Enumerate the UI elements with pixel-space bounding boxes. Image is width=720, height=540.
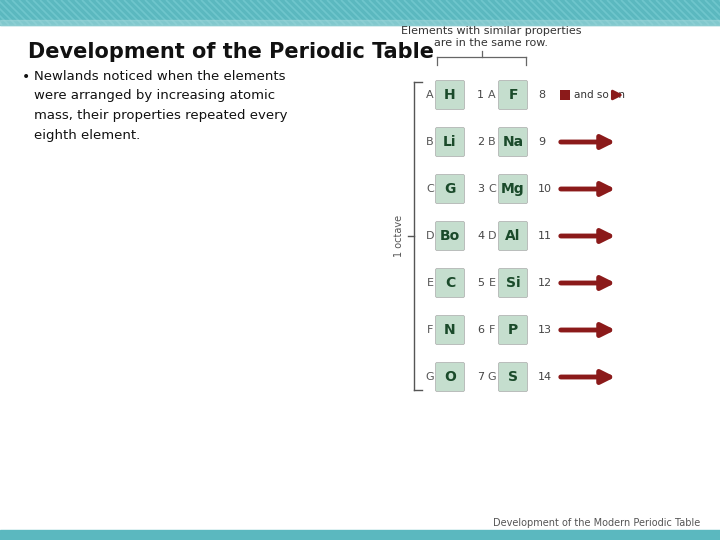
Text: 13: 13 (538, 325, 552, 335)
FancyBboxPatch shape (436, 362, 464, 392)
Text: G: G (444, 182, 456, 196)
Text: 14: 14 (538, 372, 552, 382)
Text: Na: Na (503, 135, 523, 149)
Text: N: N (444, 323, 456, 337)
Text: B: B (488, 137, 496, 147)
Text: •: • (22, 70, 30, 84)
Text: 8: 8 (538, 90, 545, 100)
Text: E: E (488, 278, 495, 288)
FancyBboxPatch shape (498, 362, 528, 392)
FancyBboxPatch shape (436, 221, 464, 251)
Text: 6: 6 (477, 325, 484, 335)
Text: C: C (488, 184, 496, 194)
FancyBboxPatch shape (498, 174, 528, 204)
FancyBboxPatch shape (498, 315, 528, 345)
Text: G: G (426, 372, 434, 382)
Text: 11: 11 (538, 231, 552, 241)
Text: A: A (488, 90, 496, 100)
Text: G: G (487, 372, 496, 382)
Text: Al: Al (505, 229, 521, 243)
Text: Development of the Modern Periodic Table: Development of the Modern Periodic Table (492, 518, 700, 528)
FancyBboxPatch shape (436, 174, 464, 204)
Text: F: F (427, 325, 433, 335)
Text: 4: 4 (477, 231, 484, 241)
Bar (0, 20, 720, 25)
Text: B: B (426, 137, 434, 147)
Text: 10: 10 (538, 184, 552, 194)
FancyBboxPatch shape (498, 221, 528, 251)
FancyBboxPatch shape (436, 268, 464, 298)
FancyBboxPatch shape (498, 127, 528, 157)
Bar (0, 0, 720, 25)
Text: A: A (426, 90, 434, 100)
Text: Newlands noticed when the elements
were arranged by increasing atomic
mass, thei: Newlands noticed when the elements were … (34, 70, 287, 141)
Text: 9: 9 (538, 137, 545, 147)
FancyBboxPatch shape (436, 80, 464, 110)
Text: 7: 7 (477, 372, 484, 382)
FancyBboxPatch shape (436, 127, 464, 157)
Text: Development of the Periodic Table: Development of the Periodic Table (28, 42, 434, 62)
Text: 5: 5 (477, 278, 484, 288)
Text: F: F (489, 325, 495, 335)
Text: 1: 1 (477, 90, 484, 100)
Text: P: P (508, 323, 518, 337)
FancyBboxPatch shape (498, 268, 528, 298)
Bar (0, 530, 720, 540)
Text: C: C (426, 184, 434, 194)
Text: S: S (508, 370, 518, 384)
Text: Bo: Bo (440, 229, 460, 243)
Text: 1 octave: 1 octave (394, 215, 404, 257)
Text: 3: 3 (477, 184, 484, 194)
FancyBboxPatch shape (498, 80, 528, 110)
Text: O: O (444, 370, 456, 384)
Text: D: D (426, 231, 434, 241)
Text: and so on: and so on (574, 90, 625, 100)
FancyBboxPatch shape (436, 315, 464, 345)
Text: are in the same row.: are in the same row. (434, 38, 549, 48)
Text: Mg: Mg (501, 182, 525, 196)
Text: H: H (444, 88, 456, 102)
Text: Si: Si (505, 276, 521, 290)
Text: D: D (487, 231, 496, 241)
Text: 12: 12 (538, 278, 552, 288)
Text: 2: 2 (477, 137, 484, 147)
Text: F: F (508, 88, 518, 102)
Text: C: C (445, 276, 455, 290)
Text: Elements with similar properties: Elements with similar properties (401, 26, 582, 36)
Text: Li: Li (444, 135, 456, 149)
Bar (560, 90, 570, 100)
Text: E: E (426, 278, 433, 288)
